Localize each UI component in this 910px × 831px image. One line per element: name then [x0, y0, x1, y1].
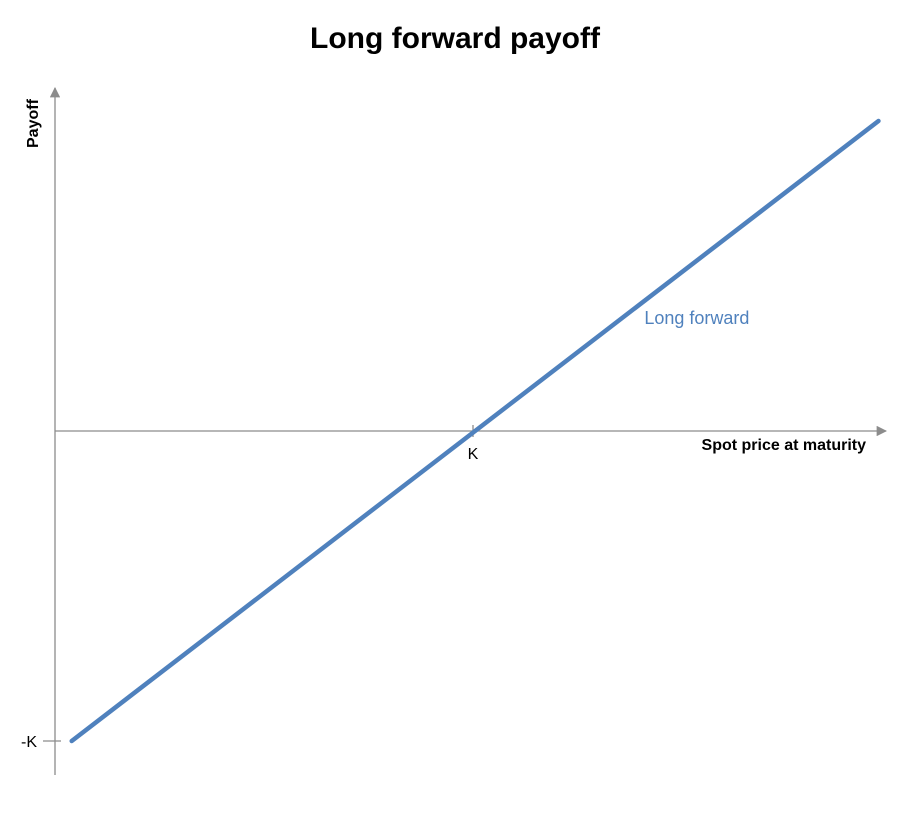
y-tick-label: -K: [21, 734, 37, 751]
series-line-long-forward: [69, 118, 881, 744]
y-axis-label: Payoff: [25, 98, 42, 148]
x-axis-label: Spot price at maturity: [702, 437, 867, 454]
x-tick-label: K: [468, 446, 479, 463]
series-label-long-forward: Long forward: [644, 308, 749, 328]
chart-title: Long forward payoff: [310, 22, 600, 55]
